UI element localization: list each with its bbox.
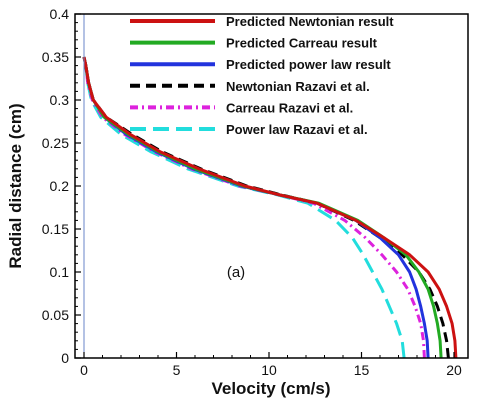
y-tick-label: 0.05 [42,307,69,323]
x-axis: 0 5 10 15 20 [80,352,462,378]
series-line-4 [82,56,450,358]
y-axis-title: Radial distance (cm) [6,103,25,268]
legend: Predicted Newtonian result Predicted Carr… [130,14,394,137]
series-layer [82,56,458,358]
legend-label-3: Predicted power law result [226,57,391,72]
legend-label-5: Carreau Razavi et al. [226,100,353,115]
legend-label-1: Predicted Newtonian result [226,14,394,29]
series-line-1 [82,56,458,358]
x-tick-label: 15 [354,362,370,378]
y-axis: 0 0.05 0.1 0.15 0.2 0.25 0.3 0.35 0.4 [42,6,81,366]
y-tick-label: 0.3 [50,92,70,108]
legend-label-6: Power law Razavi et al. [226,122,368,137]
x-axis-title: Velocity (cm/s) [211,379,330,398]
y-tick-label: 0.35 [42,49,69,65]
legend-label-2: Predicted Carreau result [226,36,378,51]
y-tick-label: 0.4 [50,6,70,22]
y-tick-label: 0 [61,350,69,366]
panel-annotation: (a) [227,264,245,281]
x-tick-label: 20 [446,362,462,378]
x-tick-label: 5 [173,362,181,378]
y-tick-label: 0.1 [50,264,70,280]
legend-label-4: Newtonian Razavi et al. [226,79,370,94]
x-tick-label: 0 [80,362,88,378]
y-tick-label: 0.25 [42,135,69,151]
series-line-6 [82,56,406,358]
y-tick-label: 0.15 [42,221,69,237]
x-tick-label: 10 [261,362,277,378]
y-tick-label: 0.2 [50,178,70,194]
